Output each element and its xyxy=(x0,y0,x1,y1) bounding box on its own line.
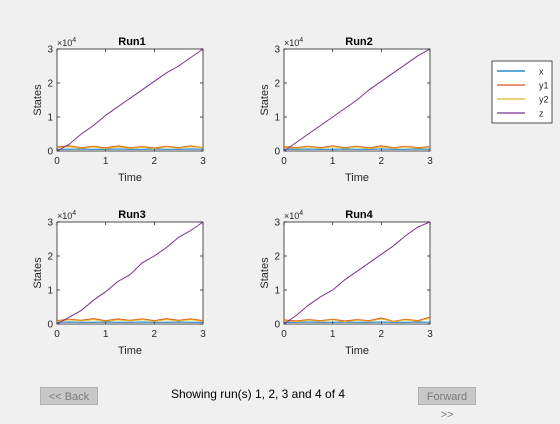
chart-run3: 0 1 2 3 0 1 2 3 ×104 Run3 Time States xyxy=(32,209,206,357)
x-tick-label: 3 xyxy=(200,329,206,340)
legend-label: x xyxy=(539,67,544,77)
legend-label: y1 xyxy=(539,81,549,91)
y-tick-label: 1 xyxy=(47,113,53,124)
legend-label: y2 xyxy=(539,95,549,105)
run-status-text: Showing run(s) 1, 2, 3 and 4 of 4 xyxy=(130,387,386,401)
chart-run1: 0 1 2 3 0 1 2 3 ×104 Run1 Time States xyxy=(32,36,206,184)
y-tick-label: 2 xyxy=(274,79,280,90)
y-tick-label: 1 xyxy=(274,113,280,124)
x-tick-label: 1 xyxy=(330,329,336,340)
x-axis-label: Time xyxy=(118,345,142,357)
x-tick-label: 1 xyxy=(330,156,336,167)
x-tick-label: 0 xyxy=(54,329,60,340)
y-tick-label: 3 xyxy=(47,218,53,229)
y-tick-label: 3 xyxy=(47,45,53,56)
x-tick-label: 3 xyxy=(200,156,206,167)
x-axis-label: Time xyxy=(118,172,142,184)
y-tick-label: 0 xyxy=(274,147,280,158)
y-tick-label: 0 xyxy=(47,320,53,331)
y-exponent-label: ×104 xyxy=(57,210,76,221)
x-tick-label: 1 xyxy=(103,156,109,167)
chart-run2: 0 1 2 3 0 1 2 3 ×104 Run2 Time States xyxy=(259,36,433,184)
y-tick-label: 2 xyxy=(47,252,53,263)
y-exponent-label: ×104 xyxy=(284,37,303,48)
x-tick-label: 2 xyxy=(152,329,158,340)
y-axis-label: States xyxy=(32,257,44,289)
chart-title: Run2 xyxy=(345,36,373,48)
x-tick-label: 0 xyxy=(281,329,287,340)
chart-run4: 0 1 2 3 0 1 2 3 ×104 Run4 Time States xyxy=(259,209,433,357)
y-axis-label: States xyxy=(259,84,271,116)
plot-area xyxy=(57,222,203,324)
x-tick-label: 0 xyxy=(54,156,60,167)
y-tick-label: 0 xyxy=(274,320,280,331)
x-tick-label: 3 xyxy=(427,329,433,340)
y-tick-label: 0 xyxy=(47,147,53,158)
y-axis-label: States xyxy=(259,257,271,289)
x-axis-label: Time xyxy=(345,172,369,184)
forward-button[interactable]: Forward >> xyxy=(418,387,476,405)
y-tick-label: 2 xyxy=(47,79,53,90)
x-tick-label: 2 xyxy=(379,329,385,340)
y-tick-label: 3 xyxy=(274,45,280,56)
x-tick-label: 1 xyxy=(103,329,109,340)
x-tick-label: 0 xyxy=(281,156,287,167)
y-exponent-label: ×104 xyxy=(284,210,303,221)
legend-label: z xyxy=(539,109,544,119)
back-button[interactable]: << Back xyxy=(40,387,98,405)
y-exponent-label: ×104 xyxy=(57,37,76,48)
chart-title: Run3 xyxy=(118,209,146,221)
y-tick-label: 1 xyxy=(47,286,53,297)
x-axis-label: Time xyxy=(345,345,369,357)
x-tick-label: 2 xyxy=(379,156,385,167)
y-tick-label: 1 xyxy=(274,286,280,297)
plot-area xyxy=(284,222,430,324)
y-axis-label: States xyxy=(32,84,44,116)
chart-title: Run1 xyxy=(118,36,146,48)
x-tick-label: 3 xyxy=(427,156,433,167)
chart-title: Run4 xyxy=(345,209,373,221)
x-tick-label: 2 xyxy=(152,156,158,167)
legend: x y1 y2 z xyxy=(492,61,552,123)
y-tick-label: 3 xyxy=(274,218,280,229)
y-tick-label: 2 xyxy=(274,252,280,263)
